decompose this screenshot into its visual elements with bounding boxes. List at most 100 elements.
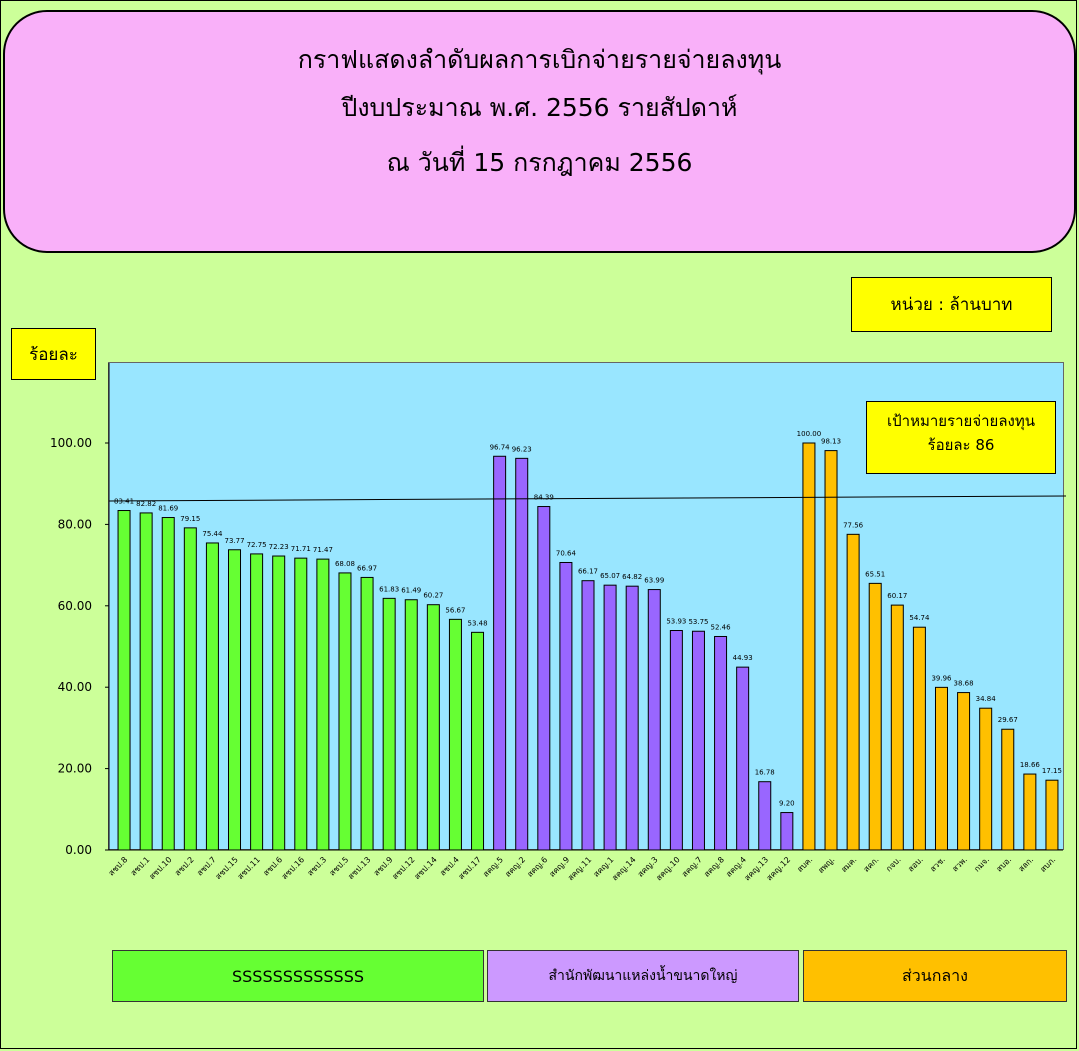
bar-value-label: 29.67 xyxy=(998,716,1018,724)
bar-value-label: 53.75 xyxy=(688,618,708,626)
bar xyxy=(603,584,617,851)
bar xyxy=(758,781,772,851)
bar xyxy=(846,533,860,851)
bar-value-label: 98.13 xyxy=(821,438,841,446)
y-axis-label: ร้อยละ xyxy=(11,328,96,380)
bar-value-label: 71.71 xyxy=(291,545,311,553)
bar-value-label: 100.00 xyxy=(797,430,822,438)
x-category-label: สพญ. xyxy=(816,855,836,875)
target-annotation: เป้าหมายรายจ่ายลงทุน ร้อยละ 86 xyxy=(866,401,1056,474)
bar xyxy=(802,442,816,851)
bar xyxy=(1023,773,1037,851)
bar xyxy=(669,630,683,851)
x-category-label: สชป.17 xyxy=(457,855,483,881)
bar xyxy=(360,576,374,851)
bar-value-label: 75.44 xyxy=(202,530,223,538)
x-category-label: สชป.8 xyxy=(107,855,130,878)
bar xyxy=(559,561,573,851)
x-category-label: สชป.14 xyxy=(413,855,439,881)
bar xyxy=(294,557,308,851)
bar xyxy=(1001,728,1015,851)
bar-value-label: 64.82 xyxy=(622,573,642,581)
x-category-label: กมจ. xyxy=(972,855,991,874)
bar xyxy=(117,510,131,851)
bar xyxy=(780,812,794,851)
x-category-label: สชป.2 xyxy=(173,855,196,878)
bar xyxy=(139,512,153,851)
x-category-label: สลก. xyxy=(1017,855,1036,874)
x-category-label: สคญ.14 xyxy=(610,855,637,882)
x-category-label: สวช. xyxy=(928,855,947,874)
x-category-label: สคก. xyxy=(862,855,881,874)
bar xyxy=(161,517,175,851)
bar-value-label: 17.15 xyxy=(1042,767,1062,775)
bar xyxy=(912,626,926,851)
chart-title-line-3: ณ วันที่ 15 กรกฎาคม 2556 xyxy=(386,148,693,177)
bar xyxy=(1045,779,1059,851)
legend-group-1: SSSSSSSSSSSSS xyxy=(112,950,484,1002)
x-category-label: สบค. xyxy=(795,855,814,874)
bar-value-label: 66.17 xyxy=(578,568,598,576)
bar-value-label: 53.93 xyxy=(666,618,686,626)
bar xyxy=(404,599,418,851)
y-tick-label: 100.00 xyxy=(50,436,92,450)
bar-value-label: 72.23 xyxy=(269,543,289,551)
bar xyxy=(979,707,993,851)
bar xyxy=(957,692,971,851)
bar-value-label: 83.41 xyxy=(114,498,134,506)
bar xyxy=(183,527,197,851)
bar-value-label: 16.78 xyxy=(755,769,775,777)
bar-value-label: 66.97 xyxy=(357,564,377,572)
x-category-label: สคญ.12 xyxy=(765,855,792,882)
bar xyxy=(250,553,264,851)
bar-value-label: 72.75 xyxy=(247,541,267,549)
bar xyxy=(714,635,728,851)
x-category-label: สชป.11 xyxy=(236,855,262,881)
bar-value-label: 61.49 xyxy=(401,587,421,595)
bar xyxy=(537,506,551,851)
bar-value-label: 73.77 xyxy=(224,537,244,545)
x-category-label: สคญ.10 xyxy=(654,855,681,882)
x-category-label: สชป.10 xyxy=(147,855,173,881)
x-category-label: กจบ. xyxy=(884,855,902,873)
legend-group-2: สำนักพัฒนาแหล่งน้ำขนาดใหญ่ xyxy=(487,950,799,1002)
bar-value-label: 39.96 xyxy=(931,674,952,682)
bar xyxy=(228,549,242,851)
y-tick-label: 40.00 xyxy=(58,680,92,694)
bar-value-label: 70.64 xyxy=(556,549,577,557)
target-annotation-line-2: ร้อยละ 86 xyxy=(927,436,995,454)
unit-label: หน่วย : ล้านบาท xyxy=(851,277,1052,332)
bar xyxy=(338,572,352,851)
x-category-label: สชป.16 xyxy=(280,855,306,881)
x-category-label: สวพ. xyxy=(950,855,969,874)
bar xyxy=(691,630,705,851)
bar xyxy=(426,604,440,851)
x-category-label: สชป.12 xyxy=(390,855,416,881)
bar-value-label: 56.67 xyxy=(445,606,465,614)
bar xyxy=(581,580,595,851)
y-tick-label: 60.00 xyxy=(58,599,92,613)
bar-value-label: 53.48 xyxy=(468,619,488,627)
x-category-label: สคญ.6 xyxy=(525,855,549,879)
bar-value-label: 61.83 xyxy=(379,585,399,593)
bar xyxy=(471,631,485,851)
x-category-label: สบภ. xyxy=(1038,855,1057,874)
x-category-label: สคญ.2 xyxy=(503,855,527,879)
bar-value-label: 18.66 xyxy=(1020,761,1041,769)
bar-value-label: 68.08 xyxy=(335,560,355,568)
chart-title-line-2: ปีงบประมาณ พ.ศ. 2556 รายสัปดาห์ xyxy=(341,93,738,122)
bar-value-label: 96.23 xyxy=(512,445,532,453)
bar-value-label: 9.20 xyxy=(779,800,795,808)
bar-value-label: 96.74 xyxy=(490,443,511,451)
x-category-label: สคญ.11 xyxy=(566,855,593,882)
bar-value-label: 34.84 xyxy=(976,695,997,703)
x-category-label: สมค. xyxy=(839,855,858,874)
bar xyxy=(934,686,948,851)
bar-value-label: 60.27 xyxy=(423,592,443,600)
x-category-label: สบอ. xyxy=(995,855,1014,874)
bar xyxy=(736,666,750,851)
legend-group-3: ส่วนกลาง xyxy=(803,950,1067,1002)
bar-value-label: 71.47 xyxy=(313,546,333,554)
bar xyxy=(316,558,330,851)
